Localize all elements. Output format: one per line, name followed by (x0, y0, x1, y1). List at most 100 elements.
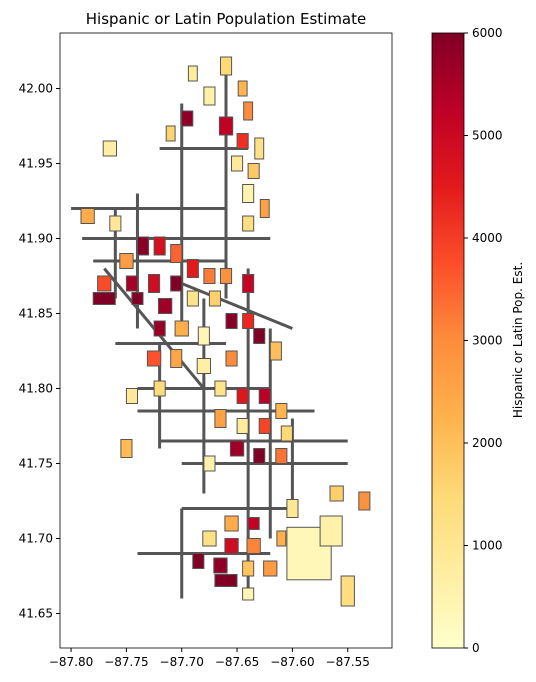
colorbar-ticks: 0 1000 2000 3000 4000 5000 6000 (464, 26, 503, 655)
census-tract (319, 515, 343, 547)
census-tract (275, 448, 288, 464)
census-tract (236, 133, 249, 149)
census-tract (229, 440, 245, 457)
census-tract (286, 499, 299, 518)
x-tick-label: −87.75 (104, 655, 148, 669)
census-tract (253, 328, 266, 344)
tract-line (181, 282, 293, 330)
census-tract (202, 530, 217, 547)
census-tract (254, 137, 265, 160)
census-tract (247, 517, 260, 530)
y-tick-label: 41.80 (19, 382, 53, 396)
census-tract (243, 101, 254, 121)
colorbar-tick-label: 5000 (472, 129, 503, 143)
census-tract (242, 215, 255, 232)
census-tract (165, 125, 176, 142)
census-tract (259, 199, 270, 218)
colorbar-tick-label: 0 (472, 641, 480, 655)
colorbar (431, 32, 465, 649)
census-tract (208, 290, 221, 307)
census-tract (120, 439, 133, 458)
y-tick-label: 41.95 (19, 157, 53, 171)
x-tick-label: −87.70 (160, 655, 204, 669)
census-tract (153, 236, 166, 256)
x-tick-label: −87.80 (49, 655, 93, 669)
y-tick-label: 41.75 (19, 457, 53, 471)
colorbar-tick-label: 3000 (472, 334, 503, 348)
census-tract (187, 65, 198, 82)
y-tick-label: 41.65 (19, 607, 53, 621)
census-tract (148, 274, 161, 293)
census-tract (125, 275, 139, 292)
census-tract (92, 292, 116, 305)
census-tract (242, 587, 255, 601)
census-tract (153, 320, 166, 337)
census-tract (242, 560, 255, 577)
x-tick-label: −87.55 (326, 655, 370, 669)
census-tract (170, 349, 183, 368)
census-tract (214, 409, 227, 428)
census-tract (225, 350, 238, 367)
census-tract (236, 418, 249, 434)
census-tract (340, 575, 355, 607)
census-tract (242, 184, 255, 203)
census-tract (253, 448, 266, 464)
x-tick-label: −87.60 (270, 655, 314, 669)
census-tract (242, 313, 255, 329)
census-tract (276, 530, 287, 547)
census-tract (258, 388, 271, 404)
y-tick-label: 41.85 (19, 307, 53, 321)
census-tract (153, 380, 166, 397)
census-tract (220, 268, 233, 284)
census-tract (203, 455, 216, 472)
colorbar-label: Hispanic or Latin Pop. Est. (511, 262, 525, 418)
census-tract (158, 298, 173, 314)
census-tract (203, 268, 216, 284)
census-tract (220, 56, 233, 76)
census-tract (125, 388, 139, 404)
colorbar-tick-label: 6000 (472, 26, 503, 40)
census-tract (236, 388, 249, 404)
census-tract (203, 86, 216, 106)
census-tract (102, 140, 117, 157)
census-tract (224, 515, 239, 532)
census-tract (137, 236, 150, 256)
map-layer (71, 56, 371, 607)
census-tract (218, 116, 234, 136)
census-tract (181, 110, 194, 127)
y-tick-label: 41.70 (19, 532, 53, 546)
census-tract (197, 326, 210, 346)
census-tract (237, 80, 248, 97)
colorbar-tick-label: 2000 (472, 436, 503, 450)
census-tract (224, 538, 239, 554)
y-axis: 41.65 41.70 41.75 41.80 41.85 41.90 41.95 42.00 (19, 82, 60, 621)
colorbar-tick-label: 4000 (472, 231, 503, 245)
census-tract (329, 485, 344, 502)
census-tract (109, 215, 122, 232)
census-tract (269, 341, 282, 361)
colorbar-tick-label: 1000 (472, 539, 503, 553)
census-tract (214, 380, 227, 397)
census-tract (174, 320, 189, 337)
census-tract (170, 244, 183, 263)
census-tract (263, 560, 278, 577)
chart-title: Hispanic or Latin Population Estimate (86, 10, 366, 28)
census-tract (192, 553, 205, 569)
census-tract (119, 253, 134, 269)
census-tract (247, 163, 260, 179)
y-tick-label: 41.90 (19, 232, 53, 246)
census-tract (214, 574, 238, 587)
census-tract (280, 425, 293, 442)
census-tract (213, 557, 228, 574)
census-tract (80, 208, 95, 224)
census-tract (275, 403, 288, 419)
census-tract (258, 418, 271, 434)
x-axis: −87.80 −87.75 −87.70 −87.65 −87.60 −87.55 (49, 648, 370, 669)
census-tract (231, 155, 244, 172)
census-tract (225, 313, 238, 329)
census-tract (242, 274, 255, 293)
census-tract (146, 350, 162, 367)
census-tract (170, 275, 183, 292)
census-tract (186, 259, 199, 278)
